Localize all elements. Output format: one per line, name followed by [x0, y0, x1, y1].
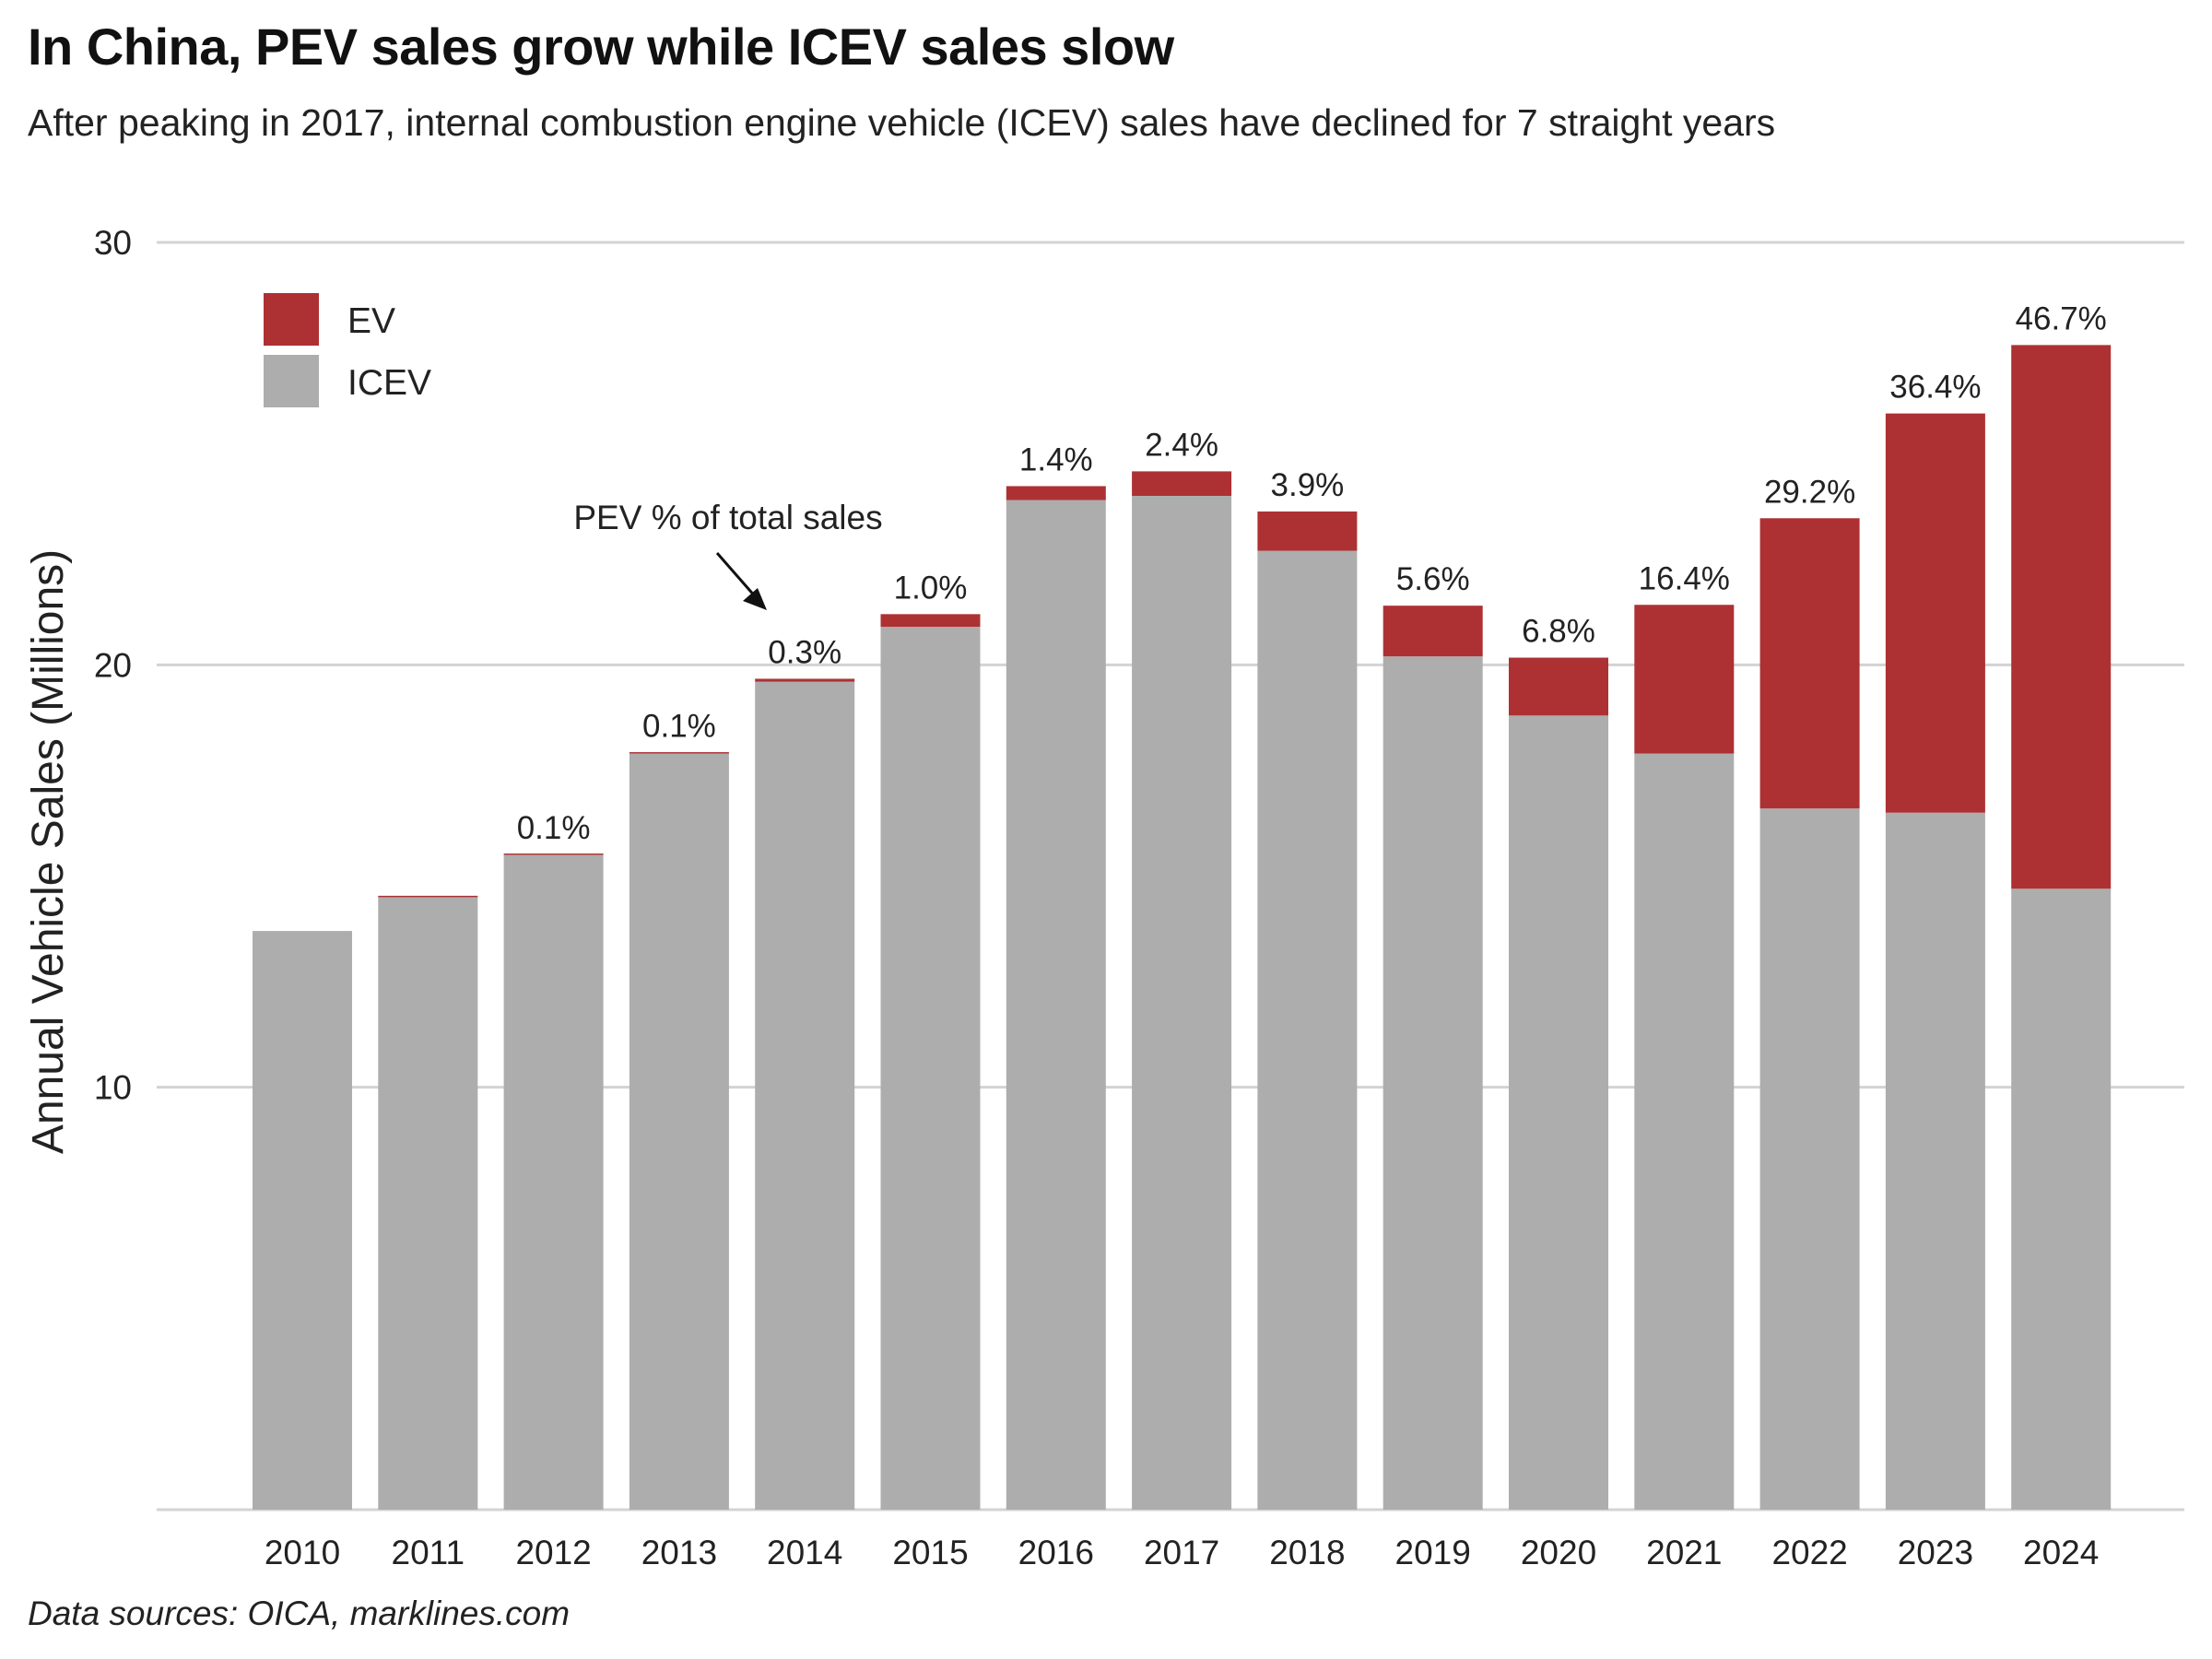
- bar-ev-2022: [1759, 518, 1860, 809]
- bar-ev-2017: [1132, 471, 1232, 496]
- legend-label-ev: EV: [347, 301, 395, 341]
- pev-share-label-2020: 6.8%: [1522, 614, 1595, 650]
- legend-swatch-icev: [264, 355, 319, 407]
- pev-share-label-2019: 5.6%: [1396, 561, 1470, 597]
- x-tick-label-2023: 2023: [1898, 1534, 1973, 1571]
- pev-share-label-2015: 1.0%: [894, 570, 968, 606]
- y-tick-label: 10: [94, 1069, 132, 1107]
- legend: EV ICEV: [264, 293, 431, 407]
- bar-icev-2016: [1006, 500, 1106, 1511]
- annotation: PEV % of total sales: [573, 499, 883, 610]
- x-tick-label-2016: 2016: [1018, 1534, 1094, 1571]
- y-tick-label: 30: [94, 224, 132, 262]
- bar-icev-2022: [1759, 808, 1860, 1510]
- bar-icev-2024: [2011, 888, 2112, 1510]
- x-axis: 2010 2011 2012 2013 2014 2015 2016 2017 2018 2019…: [265, 1534, 2100, 1571]
- pev-share-label-2017: 2.4%: [1145, 427, 1218, 463]
- x-tick-label-2024: 2024: [2023, 1534, 2099, 1571]
- pev-share-label-2018: 3.9%: [1271, 467, 1345, 503]
- pev-share-label-2014: 0.3%: [768, 634, 841, 670]
- bar-ev-2014: [755, 678, 855, 682]
- bar-ev-2020: [1509, 657, 1608, 716]
- chart-subtitle: After peaking in 2017, internal combusti…: [28, 101, 1776, 144]
- bar-ev-2016: [1006, 486, 1106, 500]
- bar-icev-2015: [880, 627, 981, 1510]
- chart-title: In China, PEV sales grow while ICEV sale…: [28, 18, 1174, 76]
- bar-ev-2011: [378, 895, 478, 898]
- bar-ev-2024: [2011, 345, 2112, 889]
- x-tick-label-2013: 2013: [641, 1534, 717, 1571]
- x-tick-label-2014: 2014: [767, 1534, 842, 1571]
- x-tick-label-2019: 2019: [1395, 1534, 1471, 1571]
- bar-icev-2019: [1382, 656, 1483, 1510]
- bar-icev-2023: [1885, 812, 1985, 1510]
- annotation-arrowhead: [743, 588, 767, 610]
- y-axis-title: Annual Vehicle Sales (Millions): [24, 549, 73, 1154]
- x-tick-label-2020: 2020: [1521, 1534, 1596, 1571]
- pev-share-label-2024: 46.7%: [2016, 300, 2107, 336]
- pev-share-label-2012: 0.1%: [517, 810, 591, 846]
- bar-icev-2012: [503, 854, 604, 1510]
- bar-icev-2013: [629, 753, 729, 1510]
- x-tick-label-2021: 2021: [1646, 1534, 1722, 1571]
- pev-share-label-2013: 0.1%: [642, 709, 716, 745]
- bar-icev-2020: [1509, 715, 1608, 1510]
- x-tick-label-2012: 2012: [515, 1534, 591, 1571]
- bar-ev-2015: [880, 614, 981, 628]
- x-tick-label-2022: 2022: [1771, 1534, 1847, 1571]
- y-axis: 10 20 30: [94, 224, 132, 1107]
- x-tick-label-2015: 2015: [892, 1534, 968, 1571]
- bar-ev-2023: [1885, 413, 1985, 813]
- bar-ev-2019: [1382, 606, 1483, 657]
- annotation-text: PEV % of total sales: [573, 499, 882, 536]
- pev-share-label-2016: 1.4%: [1019, 441, 1093, 477]
- pev-share-label-2022: 29.2%: [1764, 474, 1855, 510]
- x-tick-label-2017: 2017: [1144, 1534, 1219, 1571]
- bar-icev-2021: [1634, 753, 1735, 1510]
- bar-icev-2014: [755, 681, 855, 1510]
- bar-icev-2010: [253, 931, 352, 1510]
- bar-icev-2017: [1132, 496, 1232, 1510]
- x-tick-label-2018: 2018: [1269, 1534, 1345, 1571]
- bar-icev-2011: [378, 897, 478, 1510]
- pev-share-label-2021: 16.4%: [1639, 560, 1730, 596]
- y-tick-label: 20: [94, 646, 132, 684]
- bars: [253, 345, 2112, 1511]
- legend-swatch-ev: [264, 293, 319, 346]
- bar-ev-2013: [629, 752, 729, 754]
- data-source-note: Data sources: OICA, marklines.com: [28, 1594, 571, 1632]
- annotation-arrow: [715, 552, 758, 598]
- bar-ev-2018: [1257, 511, 1358, 551]
- pev-share-label-2023: 36.4%: [1889, 370, 1981, 406]
- legend-label-icev: ICEV: [347, 363, 431, 403]
- x-tick-label-2010: 2010: [265, 1534, 340, 1571]
- x-tick-label-2011: 2011: [392, 1534, 465, 1571]
- bar-ev-2021: [1634, 605, 1735, 754]
- data-labels: 0.1% 0.1% 0.3% 1.0% 1.4% 2.4% 3.9% 5.6% 6.8% 16.4…: [517, 300, 2107, 846]
- bar-ev-2012: [503, 853, 604, 855]
- bar-icev-2018: [1257, 550, 1358, 1511]
